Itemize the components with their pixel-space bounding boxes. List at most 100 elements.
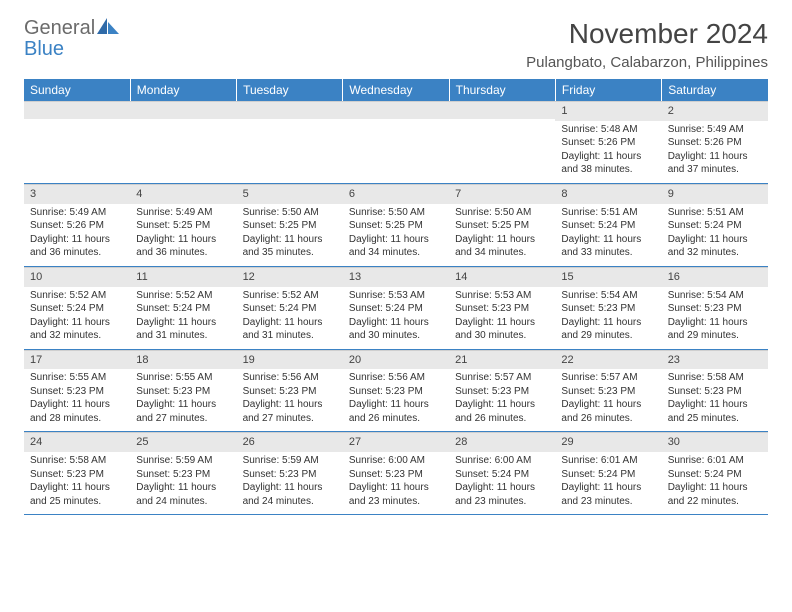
sunrise-text: Sunrise: 6:00 AM (455, 454, 549, 468)
sunrise-text: Sunrise: 5:55 AM (136, 371, 230, 385)
day-cell: 15 (555, 266, 661, 286)
sunset-text: Sunset: 5:23 PM (30, 385, 124, 399)
day-cell: Sunrise: 5:50 AMSunset: 5:25 PMDaylight:… (237, 204, 343, 266)
daylight-text: Daylight: 11 hours and 38 minutes. (561, 150, 655, 177)
day-cell (130, 121, 236, 183)
day-cell: 14 (449, 266, 555, 286)
sunset-text: Sunset: 5:25 PM (455, 219, 549, 233)
daylight-text: Daylight: 11 hours and 31 minutes. (136, 316, 230, 343)
day-cell: Sunrise: 5:55 AMSunset: 5:23 PMDaylight:… (130, 369, 236, 431)
day-cell: 2 (662, 101, 768, 121)
daylight-text: Daylight: 11 hours and 24 minutes. (136, 481, 230, 508)
sunset-text: Sunset: 5:26 PM (668, 136, 762, 150)
sunrise-text: Sunrise: 5:59 AM (136, 454, 230, 468)
day-number (343, 101, 449, 119)
sunrise-text: Sunrise: 5:58 AM (668, 371, 762, 385)
weekday-header: Saturday (662, 79, 768, 101)
day-cell: 11 (130, 266, 236, 286)
day-number: 2 (662, 101, 768, 121)
day-details: Sunrise: 6:00 AMSunset: 5:23 PMDaylight:… (343, 452, 449, 514)
day-cell: 28 (449, 432, 555, 452)
sunrise-text: Sunrise: 5:53 AM (455, 289, 549, 303)
week-daynum-row: 24252627282930 (24, 432, 768, 452)
day-number: 22 (555, 350, 661, 370)
day-number: 9 (662, 184, 768, 204)
daylight-text: Daylight: 11 hours and 26 minutes. (561, 398, 655, 425)
separator-cell (449, 514, 555, 515)
sunrise-text: Sunrise: 5:49 AM (668, 123, 762, 137)
day-details: Sunrise: 5:59 AMSunset: 5:23 PMDaylight:… (237, 452, 343, 514)
sunrise-text: Sunrise: 5:53 AM (349, 289, 443, 303)
day-cell: 22 (555, 349, 661, 369)
sunset-text: Sunset: 5:23 PM (668, 302, 762, 316)
day-cell: Sunrise: 5:56 AMSunset: 5:23 PMDaylight:… (237, 369, 343, 431)
day-cell: Sunrise: 5:58 AMSunset: 5:23 PMDaylight:… (24, 452, 130, 514)
sunrise-text: Sunrise: 6:01 AM (668, 454, 762, 468)
sunset-text: Sunset: 5:24 PM (136, 302, 230, 316)
day-cell: 25 (130, 432, 236, 452)
sunset-text: Sunset: 5:24 PM (561, 468, 655, 482)
sunset-text: Sunset: 5:26 PM (561, 136, 655, 150)
day-number: 24 (24, 432, 130, 452)
daylight-text: Daylight: 11 hours and 36 minutes. (30, 233, 124, 260)
day-cell: 8 (555, 183, 661, 203)
day-cell: Sunrise: 6:01 AMSunset: 5:24 PMDaylight:… (662, 452, 768, 514)
weekday-header: Thursday (449, 79, 555, 101)
day-cell: Sunrise: 5:49 AMSunset: 5:26 PMDaylight:… (24, 204, 130, 266)
sunrise-text: Sunrise: 5:49 AM (30, 206, 124, 220)
day-cell (449, 101, 555, 121)
day-details: Sunrise: 5:52 AMSunset: 5:24 PMDaylight:… (24, 287, 130, 349)
sunset-text: Sunset: 5:23 PM (136, 385, 230, 399)
day-details: Sunrise: 5:50 AMSunset: 5:25 PMDaylight:… (449, 204, 555, 266)
day-number (237, 101, 343, 119)
sunrise-text: Sunrise: 5:56 AM (243, 371, 337, 385)
daylight-text: Daylight: 11 hours and 33 minutes. (561, 233, 655, 260)
day-cell: Sunrise: 6:00 AMSunset: 5:24 PMDaylight:… (449, 452, 555, 514)
day-cell (237, 121, 343, 183)
day-number (24, 101, 130, 119)
sunset-text: Sunset: 5:23 PM (30, 468, 124, 482)
daylight-text: Daylight: 11 hours and 34 minutes. (349, 233, 443, 260)
day-number: 5 (237, 184, 343, 204)
day-cell (237, 101, 343, 121)
day-number: 20 (343, 350, 449, 370)
day-number: 4 (130, 184, 236, 204)
day-number: 23 (662, 350, 768, 370)
day-cell: Sunrise: 5:54 AMSunset: 5:23 PMDaylight:… (555, 287, 661, 349)
sunset-text: Sunset: 5:25 PM (243, 219, 337, 233)
week-separator (24, 514, 768, 515)
sunset-text: Sunset: 5:23 PM (561, 385, 655, 399)
day-number (130, 101, 236, 119)
day-cell: 27 (343, 432, 449, 452)
day-cell: 9 (662, 183, 768, 203)
separator-cell (130, 514, 236, 515)
day-cell: Sunrise: 5:49 AMSunset: 5:26 PMDaylight:… (662, 121, 768, 183)
sunrise-text: Sunrise: 5:48 AM (561, 123, 655, 137)
daylight-text: Daylight: 11 hours and 31 minutes. (243, 316, 337, 343)
week-content-row: Sunrise: 5:49 AMSunset: 5:26 PMDaylight:… (24, 204, 768, 266)
day-number: 17 (24, 350, 130, 370)
day-details: Sunrise: 5:53 AMSunset: 5:23 PMDaylight:… (449, 287, 555, 349)
header: General Blue November 2024 Pulangbato, C… (24, 18, 768, 71)
daylight-text: Daylight: 11 hours and 23 minutes. (349, 481, 443, 508)
location: Pulangbato, Calabarzon, Philippines (526, 54, 768, 71)
day-cell: Sunrise: 5:59 AMSunset: 5:23 PMDaylight:… (237, 452, 343, 514)
daylight-text: Daylight: 11 hours and 27 minutes. (243, 398, 337, 425)
day-number: 21 (449, 350, 555, 370)
day-details: Sunrise: 5:57 AMSunset: 5:23 PMDaylight:… (555, 369, 661, 431)
weekday-header: Sunday (24, 79, 130, 101)
sail-icon (97, 18, 119, 39)
daylight-text: Daylight: 11 hours and 36 minutes. (136, 233, 230, 260)
day-cell: Sunrise: 5:51 AMSunset: 5:24 PMDaylight:… (555, 204, 661, 266)
daylight-text: Daylight: 11 hours and 25 minutes. (30, 481, 124, 508)
day-cell: 21 (449, 349, 555, 369)
day-number: 27 (343, 432, 449, 452)
day-cell (343, 121, 449, 183)
day-number: 15 (555, 267, 661, 287)
day-details: Sunrise: 5:49 AMSunset: 5:26 PMDaylight:… (662, 121, 768, 183)
day-number: 16 (662, 267, 768, 287)
week-content-row: Sunrise: 5:55 AMSunset: 5:23 PMDaylight:… (24, 369, 768, 431)
sunset-text: Sunset: 5:25 PM (349, 219, 443, 233)
day-number (449, 101, 555, 119)
day-cell (130, 101, 236, 121)
